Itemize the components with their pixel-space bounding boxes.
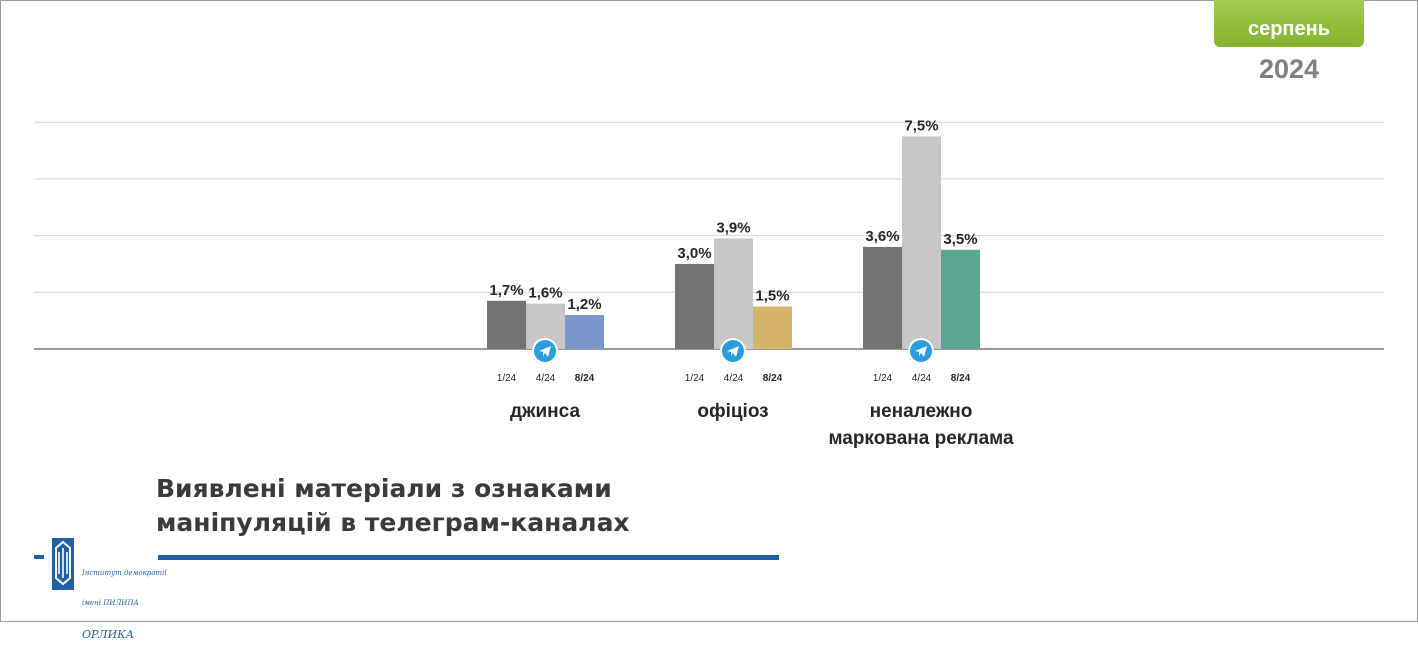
logo-line-1: Інститут демократії: [82, 569, 167, 577]
year-label: 2024: [1258, 54, 1320, 84]
data-label: 1,5%: [755, 287, 789, 304]
category-label: маркована реклама: [828, 428, 1014, 449]
telegram-icon: [720, 338, 746, 364]
series-tick-label: 8/24: [575, 373, 595, 384]
series-tick-label: 4/24: [536, 373, 556, 384]
month-badge: серпень: [1214, 0, 1364, 47]
bar-chart: 1,7% 1/24 1,6% 4/24 1,2% 8/24 джинса 3,0% 1/24 3,…: [34, 117, 1384, 449]
title-line-1: Виявлені матеріали з ознаками: [156, 474, 612, 503]
bar: [487, 300, 526, 349]
telegram-icon: [532, 338, 558, 364]
category-label: офіціоз: [697, 401, 768, 422]
series-tick-label: 1/24: [873, 373, 893, 384]
data-label: 3,9%: [716, 219, 750, 236]
institute-logo: Інститут демократії імені ПИЛИПА ОРЛИКА: [50, 538, 167, 641]
data-label: 7,5%: [904, 117, 938, 134]
series-tick-label: 4/24: [912, 373, 932, 384]
bar: [863, 246, 902, 349]
bar: [565, 314, 604, 349]
page-title: Виявлені матеріали з ознаками маніпуляці…: [156, 472, 630, 540]
data-label: 3,0%: [677, 245, 711, 262]
bar: [714, 238, 753, 349]
logo-line-3: ОРЛИКА: [82, 628, 135, 641]
bar: [675, 263, 714, 349]
data-label: 1,2%: [567, 296, 601, 313]
title-underline: [158, 555, 779, 560]
series-tick-label: 1/24: [685, 373, 705, 384]
title-line-2: маніпуляцій в телеграм-каналах: [156, 508, 630, 537]
category-label: неналежно: [870, 401, 973, 422]
logo-line-2: імені ПИЛИПА: [82, 599, 139, 607]
title-underline-left: [34, 555, 44, 559]
category-label: джинса: [510, 401, 580, 422]
series-tick-label: 8/24: [763, 373, 783, 384]
series-tick-label: 1/24: [497, 373, 517, 384]
series-tick-label: 8/24: [951, 373, 971, 384]
logo-text: Інститут демократії імені ПИЛИПА ОРЛИКА: [82, 548, 167, 661]
series-tick-label: 4/24: [724, 373, 744, 384]
data-label: 1,7%: [489, 282, 523, 299]
bar: [753, 306, 792, 349]
data-label: 3,5%: [943, 231, 977, 248]
bar: [941, 249, 980, 349]
telegram-icon: [908, 338, 934, 364]
institute-emblem-icon: [52, 538, 74, 590]
bar: [902, 136, 941, 349]
data-label: 3,6%: [865, 228, 899, 245]
data-label: 1,6%: [528, 285, 562, 302]
